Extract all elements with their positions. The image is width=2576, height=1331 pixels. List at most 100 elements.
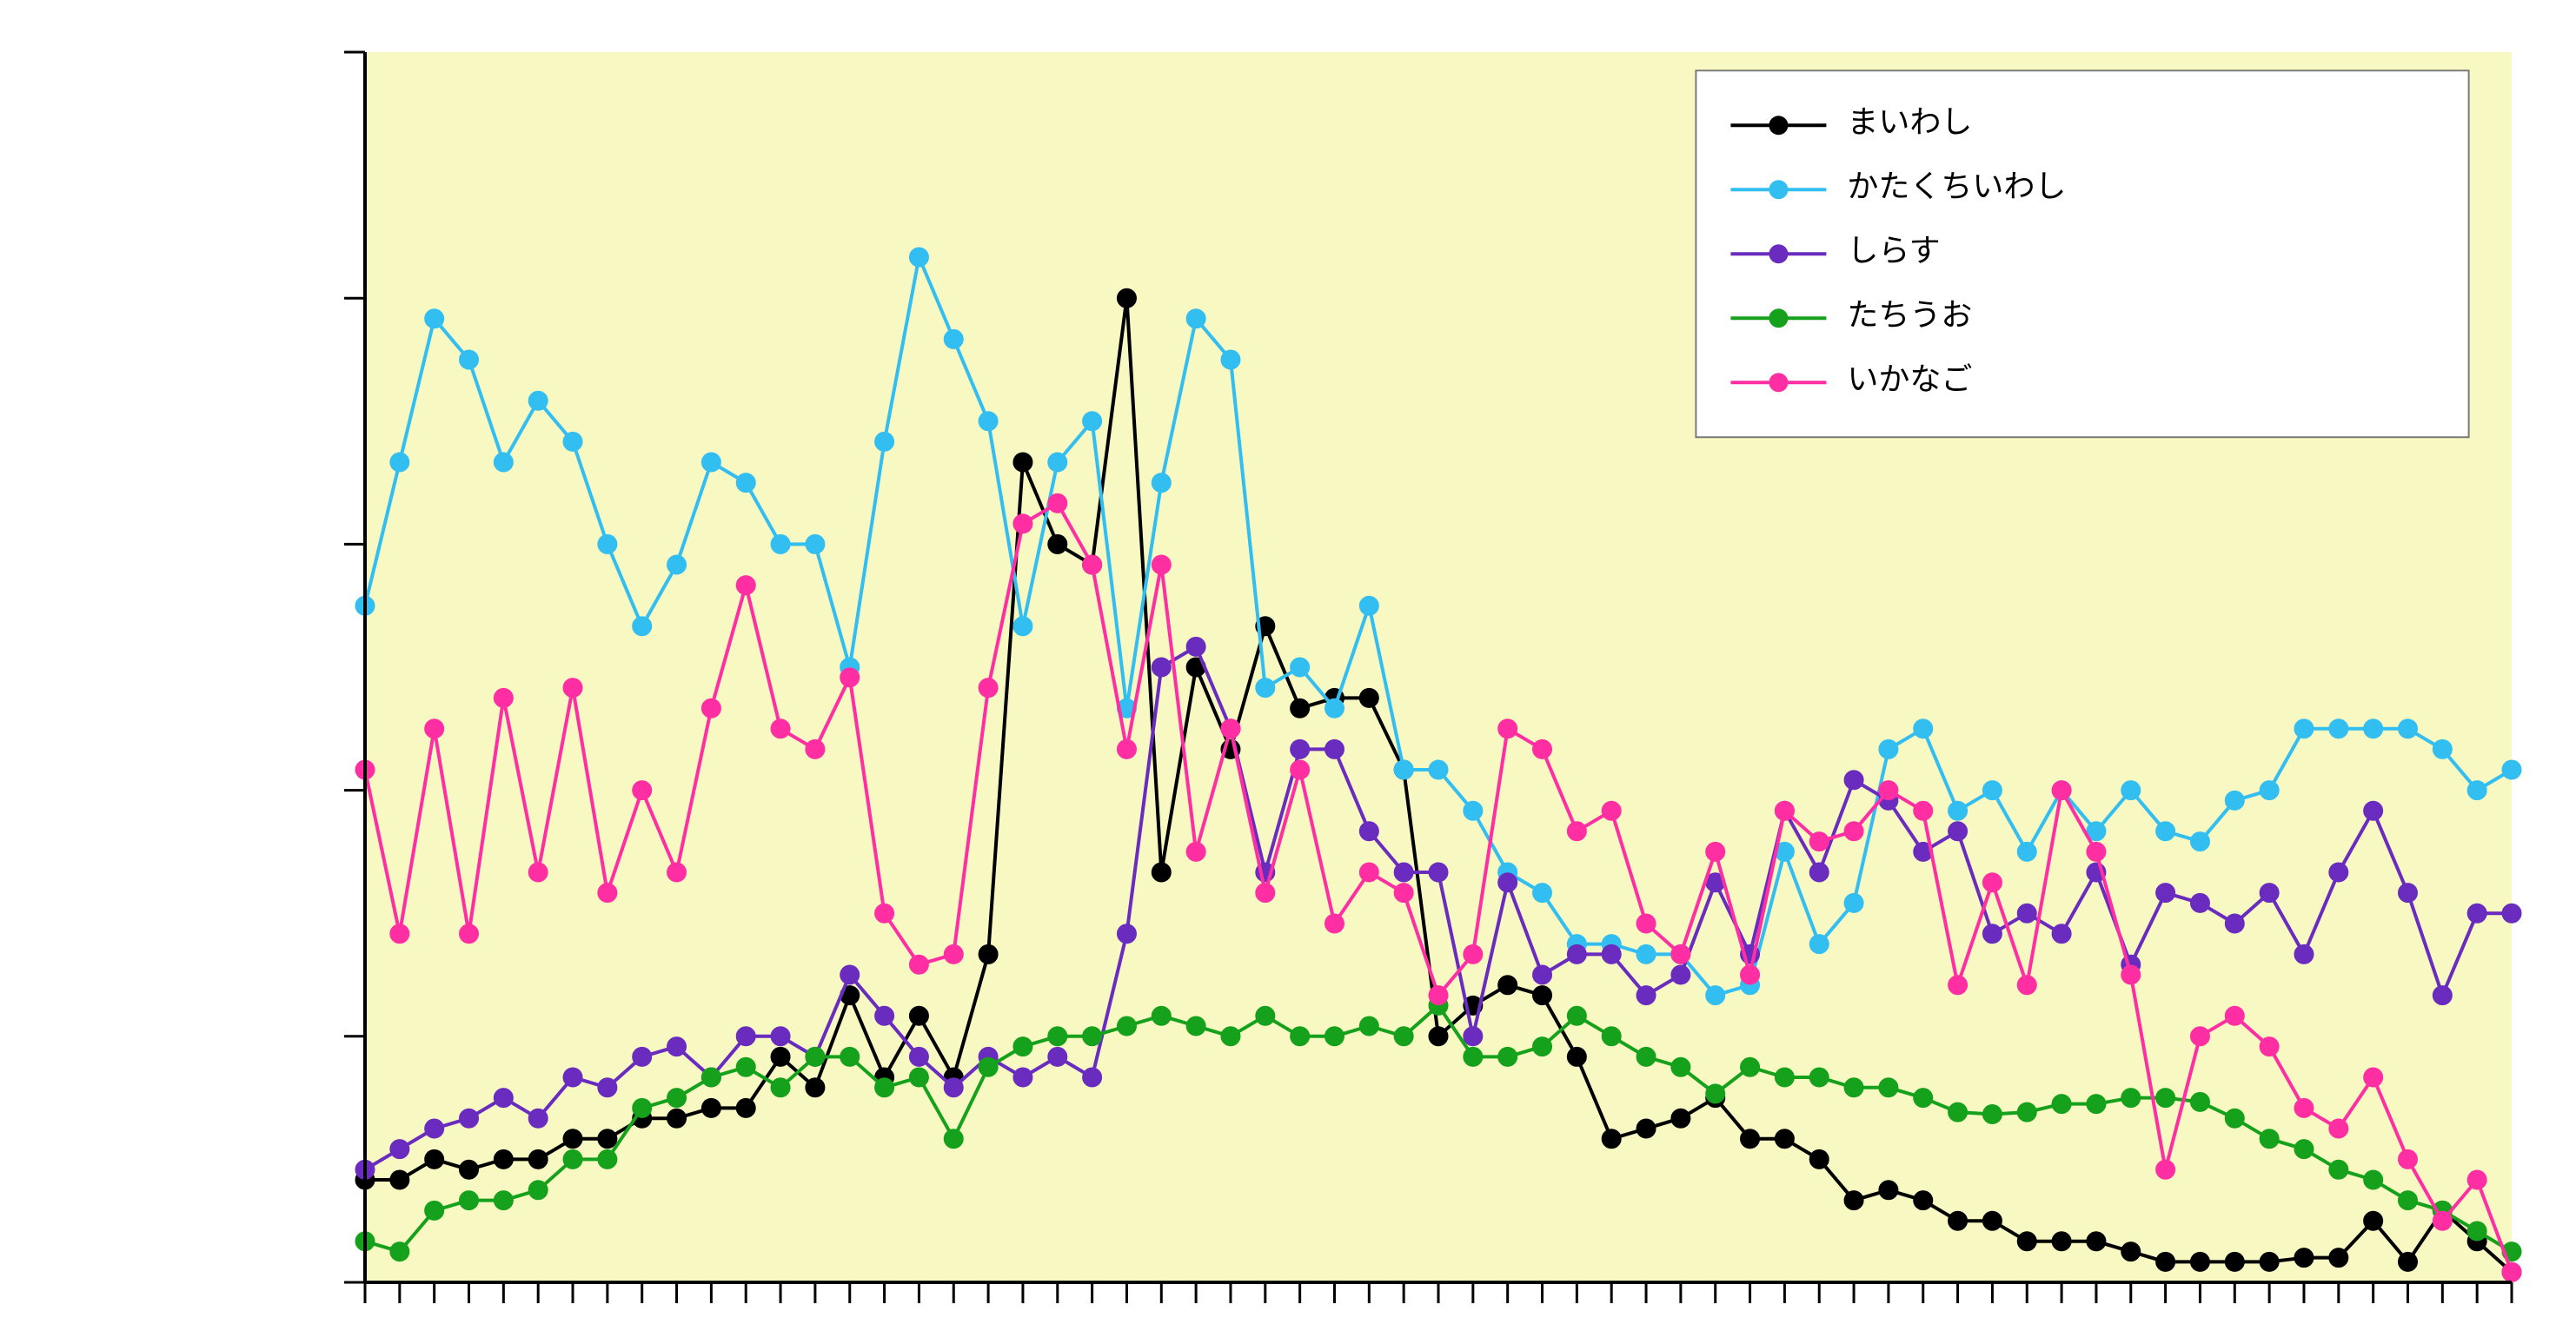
series-marker: [2156, 884, 2175, 903]
series-marker: [2017, 976, 2036, 995]
series-marker: [2017, 1103, 2036, 1122]
series-marker: [736, 473, 755, 493]
series-marker: [1602, 1027, 1621, 1046]
series-marker: [1048, 1047, 1067, 1066]
series-marker: [1429, 863, 1448, 882]
legend-label: しらす: [1847, 234, 1940, 268]
series-marker: [909, 248, 928, 267]
series-marker: [1152, 555, 1171, 574]
series-marker: [2156, 1089, 2175, 1108]
series-marker: [2467, 1170, 2486, 1189]
series-marker: [979, 1057, 998, 1076]
series-marker: [2398, 884, 2417, 903]
series-marker: [2294, 1098, 2314, 1117]
legend-label: まいわし: [1847, 105, 1972, 140]
series-marker: [2190, 893, 2209, 912]
series-marker: [2017, 1232, 2036, 1251]
series-marker: [1914, 1191, 1933, 1210]
series-marker: [1117, 1016, 1136, 1036]
series-marker: [701, 1098, 720, 1117]
series-marker: [1809, 863, 1829, 882]
series-marker: [1152, 658, 1171, 677]
series-marker: [2225, 1006, 2244, 1025]
series-marker: [1706, 842, 1725, 861]
series-marker: [1982, 781, 2002, 800]
series-marker: [2225, 791, 2244, 810]
series-marker: [771, 719, 790, 738]
series-marker: [2467, 1222, 2486, 1241]
series-marker: [1949, 976, 1968, 995]
series-marker: [1949, 822, 1968, 841]
series-marker: [1083, 555, 1102, 574]
series-marker: [1186, 842, 1205, 861]
series-marker: [494, 688, 513, 707]
series-marker: [875, 1078, 894, 1097]
series-marker: [425, 309, 444, 328]
series-marker: [563, 432, 582, 451]
series-marker: [840, 1047, 860, 1066]
series-marker: [1152, 1006, 1171, 1025]
series-marker: [1741, 965, 1760, 984]
series-marker: [1152, 863, 1171, 882]
legend-marker: [1769, 308, 1788, 328]
series-marker: [1429, 1027, 1448, 1046]
series-marker: [1186, 309, 1205, 328]
series-marker: [528, 863, 548, 882]
legend-marker: [1769, 373, 1788, 392]
legend-marker: [1769, 244, 1788, 263]
series-marker: [771, 534, 790, 553]
series-marker: [1325, 914, 1344, 933]
series-marker: [875, 904, 894, 923]
series-marker: [494, 1089, 513, 1108]
series-marker: [771, 1027, 790, 1046]
series-marker: [2190, 1027, 2209, 1046]
series-marker: [425, 719, 444, 738]
series-marker: [2364, 1211, 2383, 1230]
series-marker: [563, 679, 582, 698]
series-marker: [909, 955, 928, 974]
legend-label: いかなご: [1847, 362, 1972, 397]
series-marker: [667, 555, 687, 574]
series-marker: [563, 1149, 582, 1169]
series-marker: [2225, 1252, 2244, 1271]
series-marker: [2364, 719, 2383, 738]
series-marker: [2052, 1095, 2071, 1114]
series-marker: [2398, 719, 2417, 738]
series-marker: [598, 884, 617, 903]
series-marker: [1083, 1027, 1102, 1046]
series-marker: [667, 1109, 687, 1128]
series-marker: [909, 1006, 928, 1025]
series-marker: [1533, 739, 1552, 758]
series-marker: [1914, 1089, 1933, 1108]
series-marker: [2329, 1119, 2348, 1138]
series-marker: [1637, 914, 1656, 933]
series-marker: [1775, 801, 1794, 820]
series-marker: [2398, 1252, 2417, 1271]
series-marker: [2329, 719, 2348, 738]
series-marker: [736, 1098, 755, 1117]
series-marker: [840, 965, 860, 984]
series-marker: [736, 576, 755, 595]
series-marker: [1498, 976, 1517, 995]
series-marker: [1394, 863, 1413, 882]
series-marker: [2329, 1160, 2348, 1179]
series-marker: [1533, 965, 1552, 984]
series-marker: [1013, 617, 1032, 636]
series-marker: [771, 1078, 790, 1097]
series-marker: [944, 329, 963, 348]
series-marker: [1186, 637, 1205, 656]
series-marker: [2398, 1149, 2417, 1169]
series-marker: [460, 1160, 479, 1179]
series-marker: [1429, 760, 1448, 779]
series-marker: [2260, 1252, 2279, 1271]
series-marker: [1464, 944, 1483, 963]
legend: まいわしかたくちいわししらすたちうおいかなご: [1696, 70, 2468, 437]
series-marker: [1256, 1006, 1275, 1025]
series-marker: [701, 1068, 720, 1087]
series-marker: [1844, 822, 1863, 841]
series-marker: [2156, 822, 2175, 841]
series-marker: [460, 1109, 479, 1128]
series-marker: [2121, 1089, 2141, 1108]
series-marker: [1844, 771, 1863, 790]
series-marker: [598, 1129, 617, 1149]
